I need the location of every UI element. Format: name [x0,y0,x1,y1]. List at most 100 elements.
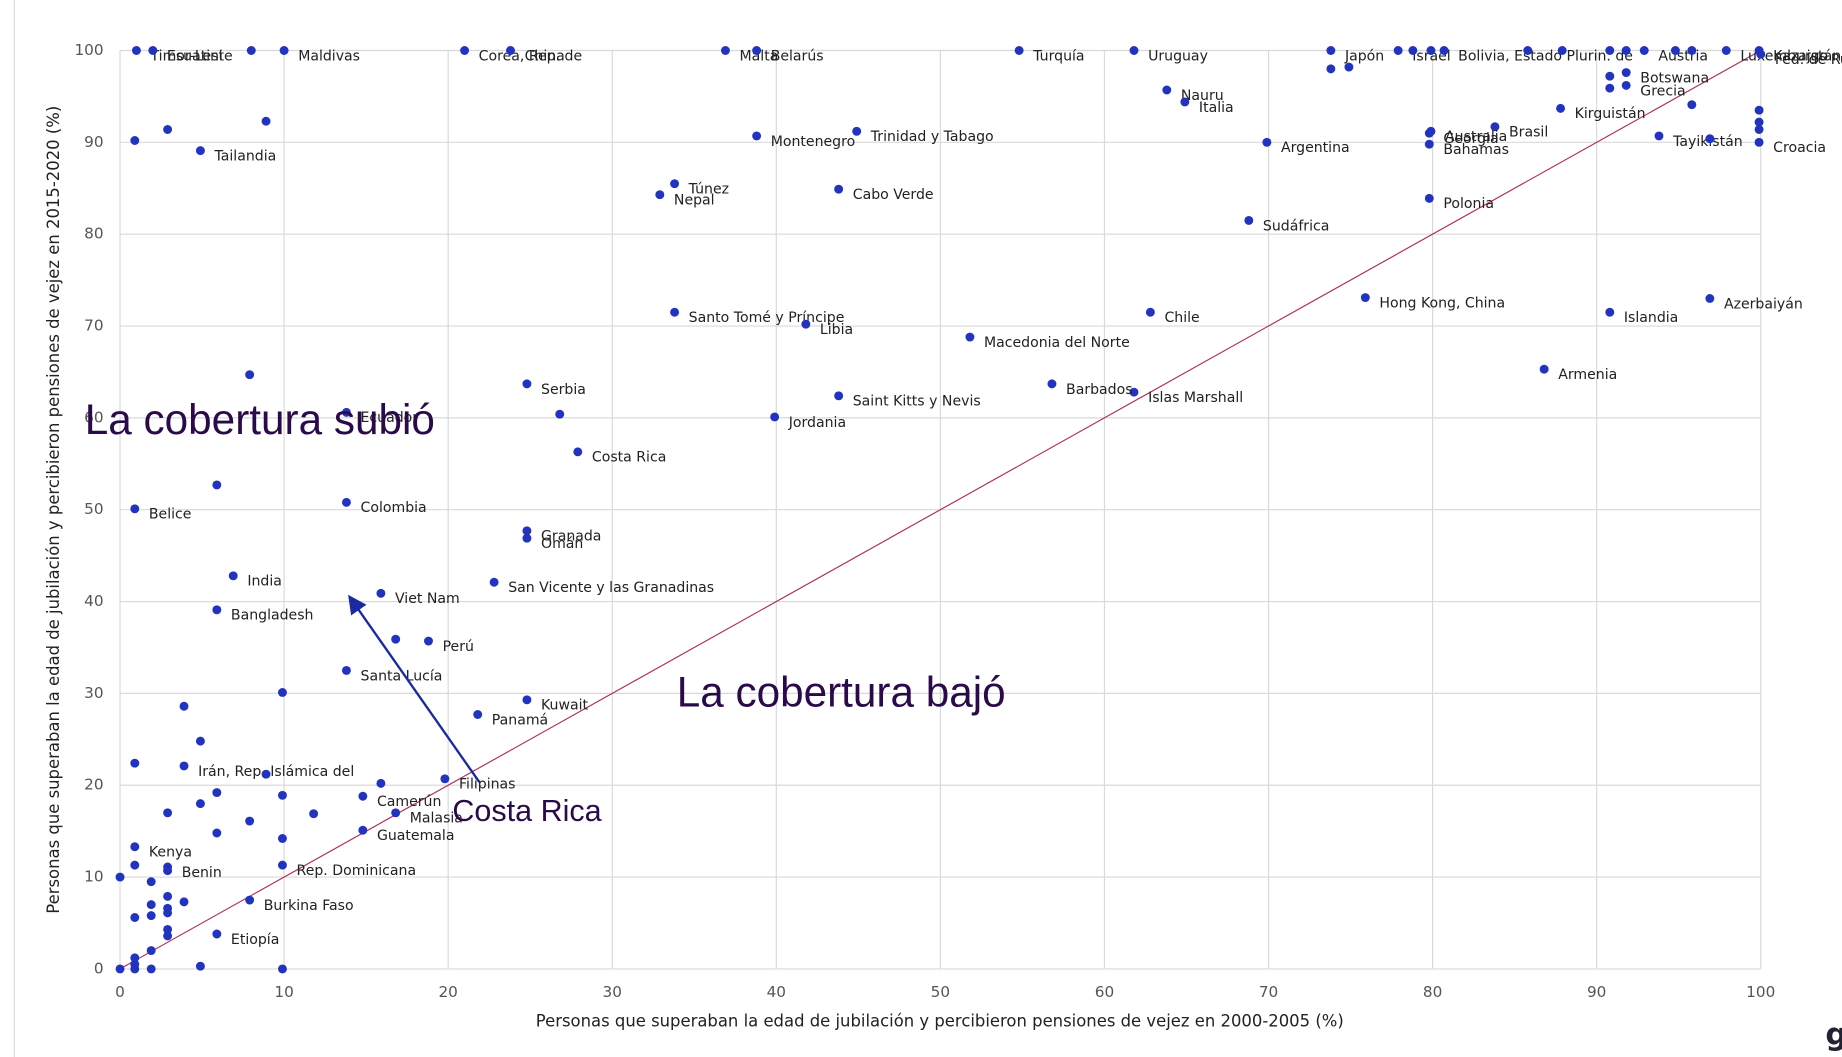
y-tick-label: 10 [84,868,103,886]
y-tick-label: 60 [84,408,103,426]
x-axis-label: Personas que superaban la edad de jubila… [536,1011,1344,1030]
point [376,778,386,788]
y-tick-label: 30 [84,684,103,702]
point-label: Malta [740,48,779,64]
point-label: Rep. Dominicana [297,863,417,879]
point-label: Tailandia [214,148,277,164]
point [195,799,205,809]
point [1605,83,1615,93]
point [245,816,255,826]
point-label: Maldivas [298,48,360,64]
point [1162,85,1172,95]
point-label: Irán, Rep. Islámica del [198,764,354,780]
point-label: Guatemala [377,828,455,844]
point [261,116,271,126]
point-label: Japón [1344,48,1384,64]
point [163,125,173,134]
point-label: Bahamas [1443,142,1509,158]
point [852,126,862,136]
x-tick-label: 40 [767,983,786,1001]
point-label: Jordania [788,415,846,431]
point [1621,46,1631,55]
point-label: Azerbaiyán [1724,296,1803,312]
point [163,891,173,901]
point [440,774,450,784]
point [473,710,483,719]
point [1705,134,1715,144]
point [277,688,287,697]
point-label: Kazajstán [1773,48,1841,64]
point-label: Montenegro [771,134,855,150]
point [424,636,433,646]
point-label: Viet Nam [395,591,460,607]
y-tick-label: 70 [84,317,103,335]
point [277,964,287,974]
point [1639,46,1649,55]
point-label: Croacia [1773,140,1826,156]
x-tick-label: 30 [603,983,622,1001]
point [655,190,665,200]
point [130,842,140,852]
point-label: Túnez [688,182,729,198]
point [115,964,125,974]
point [228,571,238,581]
point-label: Grecia [1640,83,1685,99]
point-label: Islandia [1624,310,1678,326]
point [1654,131,1664,141]
x-tick-label: 80 [1423,983,1442,1001]
point [212,828,222,838]
point [130,913,140,922]
point [1705,294,1715,303]
point [246,46,256,55]
point [770,412,780,422]
x-tick-label: 0 [115,983,125,1001]
point [179,701,189,711]
point [1262,137,1272,147]
y-tick-label: 40 [84,592,103,610]
point [1621,68,1631,78]
point [1605,71,1615,81]
point-label: Brasil [1509,125,1548,141]
point-label: Uruguay [1148,48,1208,64]
point-label: San Vicente y las Granadinas [508,580,714,596]
point [801,319,811,329]
point-label: Kenya [149,845,192,861]
point-label: Granada [541,529,601,545]
point [965,332,975,342]
point-label: Trinidad y Tabago [870,129,994,145]
point [1754,137,1764,147]
point [1439,46,1449,55]
annotation: La cobertura subió [85,396,435,443]
point [1754,117,1764,127]
point [163,908,173,918]
point [670,179,680,189]
point [261,769,271,779]
point-label: Sudáfrica [1263,218,1329,234]
point-label: Timor-Leste [150,48,233,64]
point [1556,103,1566,113]
point-label: Georgia [1443,131,1498,147]
point [1687,100,1697,110]
x-tick-label: 10 [274,983,293,1001]
point-label: Islas Marshall [1148,390,1243,406]
point [489,577,499,587]
point-label: Filipinas [459,777,516,793]
point-label: Belarús [771,48,824,64]
point [1754,125,1764,134]
point [358,791,368,801]
point [130,953,140,963]
point [245,895,255,905]
point [1426,46,1436,55]
point-label: Malasia [410,811,463,827]
point [146,964,156,974]
point-label: Camerún [377,794,441,810]
point [1424,139,1434,149]
x-tick-label: 100 [1746,983,1775,1001]
point [277,834,287,843]
point [146,911,156,921]
point [1756,49,1766,59]
point [341,407,351,417]
point [391,808,401,818]
point-label: Nepal [674,193,715,209]
point [146,946,156,956]
